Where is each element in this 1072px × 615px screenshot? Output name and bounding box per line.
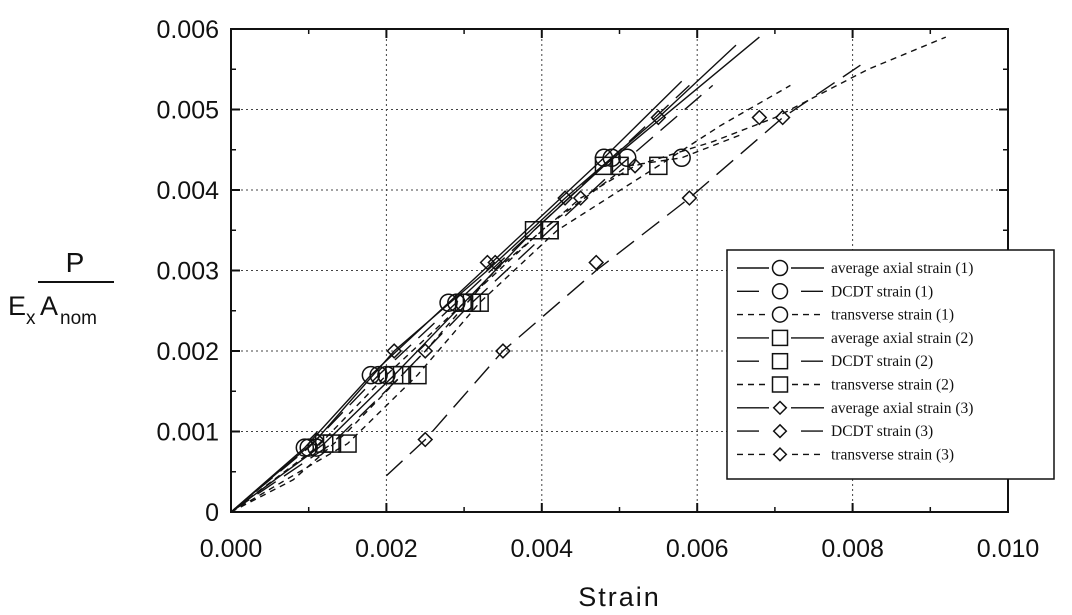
legend-entry: average axial strain (2) xyxy=(737,328,973,347)
series-markers xyxy=(295,109,791,457)
legend-entry: DCDT strain (3) xyxy=(737,422,933,441)
legend-label: transverse strain (1) xyxy=(831,307,954,324)
legend-entry: transverse strain (3) xyxy=(737,445,954,464)
legend-marker-backdrop xyxy=(769,422,791,441)
y-tick-label: 0.005 xyxy=(156,97,219,125)
diamond-marker xyxy=(495,343,511,359)
diamond-marker xyxy=(572,190,589,206)
legend-entry: transverse strain (1) xyxy=(737,305,954,324)
legend-entry: average axial strain (3) xyxy=(737,398,973,417)
y-label-denominator-x-sub: x xyxy=(26,308,36,329)
series-line-7 xyxy=(230,44,737,513)
legend-label: transverse strain (3) xyxy=(831,446,954,463)
legend-marker-backdrop xyxy=(769,445,791,464)
diamond-marker xyxy=(308,431,325,448)
legend-label: DCDT strain (1) xyxy=(831,283,933,300)
x-tick-label: 0.002 xyxy=(355,535,418,563)
square-marker xyxy=(540,221,559,240)
circle-marker xyxy=(771,283,789,300)
series-line-8 xyxy=(385,64,861,477)
legend-entry: transverse strain (2) xyxy=(737,375,954,394)
square-marker xyxy=(594,156,614,176)
legend-marker-backdrop xyxy=(769,352,791,371)
y-label-denominator-a: A xyxy=(40,291,58,321)
x-axis-title: Strain xyxy=(578,582,661,612)
diamond-marker xyxy=(588,254,605,271)
square-marker xyxy=(649,156,668,176)
diamond-marker xyxy=(751,109,768,126)
square-marker xyxy=(338,434,357,453)
x-tick-label: 0.006 xyxy=(666,535,729,563)
square-marker xyxy=(392,365,412,385)
diamond-marker xyxy=(386,343,403,359)
legend-marker-backdrop xyxy=(769,328,791,347)
diamond-marker xyxy=(774,109,791,126)
legend-label: transverse strain (2) xyxy=(831,377,954,394)
legend-entry: DCDT strain (2) xyxy=(737,352,933,371)
legend-label: average axial strain (2) xyxy=(831,330,973,347)
legend-label: average axial strain (3) xyxy=(831,400,973,417)
legend-label: DCDT strain (2) xyxy=(831,353,933,370)
y-tick-label: 0.006 xyxy=(156,16,219,44)
square-marker xyxy=(771,352,789,370)
diamond-marker xyxy=(417,343,434,359)
diamond-marker xyxy=(772,400,788,416)
y-label-denominator-nom-sub: nom xyxy=(60,308,97,329)
diamond-marker xyxy=(627,157,643,174)
y-tick-label: 0.002 xyxy=(156,338,219,366)
diamond-marker xyxy=(417,431,434,448)
diamond-marker xyxy=(487,254,504,271)
square-marker xyxy=(322,434,342,453)
square-marker xyxy=(408,365,427,385)
x-tick-label: 0.004 xyxy=(511,535,574,563)
legend-marker-backdrop xyxy=(769,398,791,417)
diamond-marker xyxy=(557,190,573,206)
circle-marker xyxy=(672,148,691,168)
square-marker xyxy=(470,293,489,312)
legend: average axial strain (1) DCDT strain (1) t… xyxy=(726,249,1055,480)
square-marker xyxy=(771,329,789,347)
x-tick-label: 0.000 xyxy=(200,535,263,563)
x-tick-label: 0.010 xyxy=(977,535,1040,563)
legend-entry: DCDT strain (1) xyxy=(737,282,933,301)
y-label-denominator-e: E xyxy=(8,291,26,321)
circle-marker xyxy=(771,306,789,323)
legend-marker-backdrop xyxy=(769,375,791,394)
circle-marker xyxy=(439,293,458,312)
diamond-marker xyxy=(479,254,496,271)
diamond-marker xyxy=(681,190,698,206)
legend-label: DCDT strain (3) xyxy=(831,423,933,440)
diamond-marker xyxy=(772,423,788,439)
circle-marker xyxy=(771,259,789,277)
y-axis-title: P E x A nom xyxy=(8,247,114,329)
legend-label: average axial strain (1) xyxy=(831,260,973,277)
square-marker xyxy=(524,221,544,240)
circle-marker xyxy=(361,365,381,385)
y-tick-label: 0.003 xyxy=(156,258,219,286)
y-tick-label: 0.001 xyxy=(156,419,219,447)
series-line-9 xyxy=(230,36,947,513)
circle-marker xyxy=(295,438,315,457)
circle-marker xyxy=(369,365,388,385)
legend-entry: average axial strain (1) xyxy=(737,259,973,277)
square-marker xyxy=(771,376,789,393)
diamond-marker xyxy=(772,447,788,462)
y-tick-label: 0 xyxy=(205,499,219,527)
circle-marker xyxy=(299,438,318,457)
y-tick-label: 0.004 xyxy=(156,177,219,205)
x-tick-label: 0.008 xyxy=(821,535,884,563)
series-line-6 xyxy=(230,84,791,513)
y-label-numerator: P xyxy=(66,247,85,278)
diamond-marker xyxy=(650,109,667,126)
